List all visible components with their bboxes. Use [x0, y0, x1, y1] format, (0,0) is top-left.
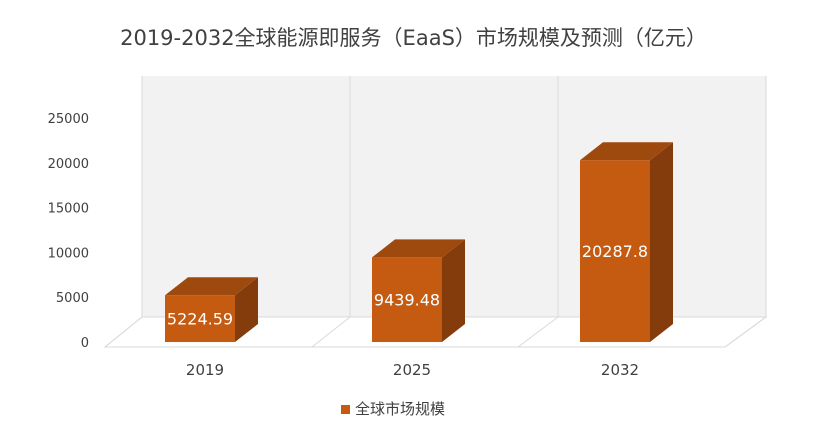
- bar-front: [580, 160, 650, 342]
- bar-top: [372, 239, 465, 258]
- bar: [372, 239, 465, 342]
- legend-swatch: [341, 405, 350, 414]
- y-tick-label: 0: [81, 336, 89, 351]
- data-label: 5224.59: [167, 310, 233, 329]
- y-tick-label: 20000: [48, 157, 89, 172]
- floor-divider: [724, 316, 767, 348]
- x-axis: 2019 2025 2032: [186, 361, 639, 379]
- bar-front: [165, 295, 235, 342]
- bar: [580, 142, 673, 342]
- bars: 5224.59 9439.48 20287.8: [165, 142, 673, 342]
- bar-side: [442, 239, 465, 342]
- bar: [165, 277, 258, 342]
- y-tick-label: 5000: [56, 291, 89, 306]
- bar-top: [165, 277, 258, 296]
- floor-divider: [104, 316, 143, 348]
- x-tick-label: 2032: [601, 361, 639, 379]
- x-tick-label: 2019: [186, 361, 224, 379]
- bar-side: [650, 142, 673, 342]
- y-tick-label: 25000: [48, 112, 89, 127]
- x-tick-label: 2025: [393, 361, 431, 379]
- y-tick-label: 10000: [48, 246, 89, 261]
- chart-title: 2019-2032全球能源即服务（EaaS）市场规模及预测（亿元）: [120, 26, 707, 50]
- data-label: 20287.8: [582, 242, 648, 261]
- bar-front: [372, 257, 442, 342]
- floor-divider: [517, 316, 559, 348]
- y-axis: 0 5000 10000 15000 20000 25000: [48, 112, 89, 351]
- bar-side: [235, 277, 258, 342]
- bar-top: [580, 142, 673, 161]
- floor-divider: [311, 316, 351, 348]
- legend-label: 全球市场规模: [355, 400, 445, 418]
- data-label: 9439.48: [374, 291, 440, 310]
- legend: 全球市场规模: [341, 400, 445, 418]
- y-tick-label: 15000: [48, 202, 89, 217]
